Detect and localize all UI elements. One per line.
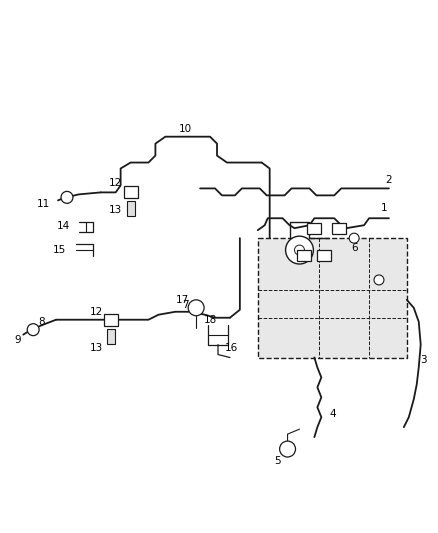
Bar [332,223,346,233]
Circle shape [188,300,204,316]
Text: 2: 2 [385,175,392,185]
Text: 12: 12 [90,307,103,317]
Bar [318,249,331,261]
Circle shape [374,275,384,285]
Circle shape [27,324,39,336]
Text: 13: 13 [90,343,103,352]
Circle shape [279,441,296,457]
Text: 9: 9 [14,335,21,345]
Bar [104,314,118,326]
Text: 17: 17 [176,295,189,305]
Text: 5: 5 [274,456,281,466]
Text: 7: 7 [182,300,188,310]
Text: 16: 16 [225,343,239,352]
Text: 18: 18 [203,314,217,325]
Text: 6: 6 [351,243,357,253]
Circle shape [61,191,73,203]
Text: 11: 11 [36,199,50,209]
Bar [307,223,321,233]
Text: 8: 8 [38,317,44,327]
Text: 10: 10 [179,124,192,134]
Circle shape [286,236,314,264]
Circle shape [349,233,359,243]
Text: 12: 12 [109,179,122,189]
Text: 4: 4 [329,409,336,419]
Bar [127,201,134,216]
Bar [124,187,138,198]
Text: 1: 1 [381,203,387,213]
Circle shape [294,245,304,255]
Text: 15: 15 [53,245,66,255]
Bar [258,238,407,358]
Text: 14: 14 [57,221,70,231]
Text: 13: 13 [109,205,122,215]
Bar [297,249,311,261]
Text: 3: 3 [420,354,427,365]
Bar [107,329,115,344]
